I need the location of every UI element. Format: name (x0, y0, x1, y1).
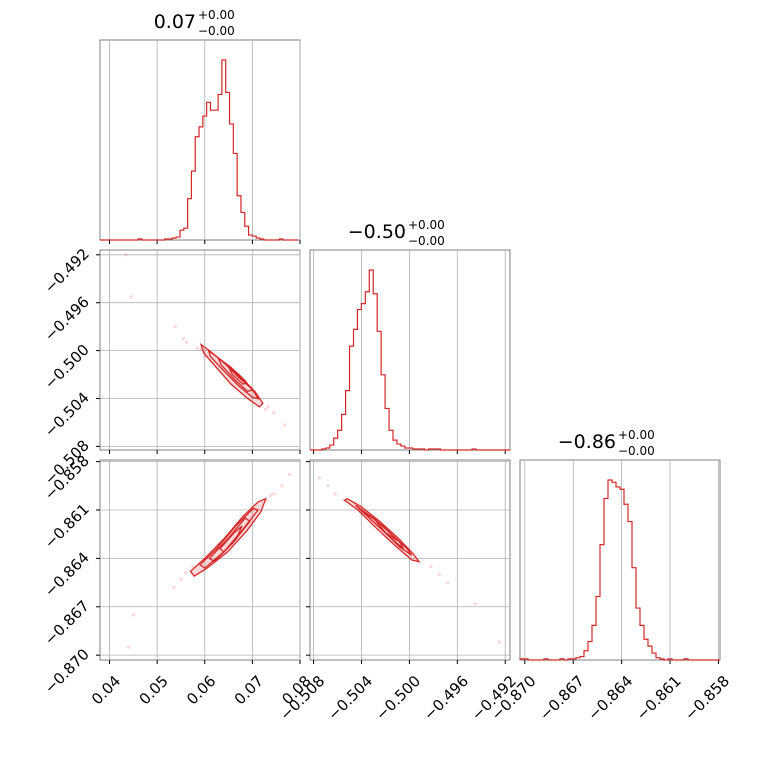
panel-frame (99, 39, 301, 241)
sample-point (184, 571, 188, 575)
x-tick-label: 0.05 (136, 672, 172, 708)
histogram-panel-0 (99, 39, 301, 244)
density-contour (372, 517, 398, 542)
histogram-step-line (519, 479, 720, 661)
param-title-upper-error: +0.00 (618, 428, 655, 442)
param-title-value: −0.50 (348, 221, 406, 243)
panel-frame (99, 249, 301, 451)
density-contour (227, 364, 248, 385)
sample-point (341, 498, 346, 502)
sample-point (446, 580, 450, 585)
sample-point (131, 613, 135, 617)
sample-point (191, 564, 195, 569)
y-tick-label: −0.861 (41, 500, 93, 552)
sample-point (437, 572, 441, 577)
density-contour (189, 497, 267, 577)
sample-point (268, 493, 273, 498)
sample-point (266, 405, 270, 409)
param-title-value: 0.07 (154, 11, 196, 33)
x-tick-label: 0.07 (231, 672, 267, 708)
sample-point (326, 484, 330, 488)
histogram-panel-2: −0.870−0.867−0.864−0.861−0.858 (488, 459, 733, 724)
sample-point (287, 472, 292, 477)
param-title-value: −0.86 (558, 431, 616, 453)
x-tick-label: −0.500 (372, 672, 424, 724)
x-tick-label: −0.864 (584, 672, 636, 724)
x-tick-label: −0.867 (536, 672, 588, 724)
x-tick-label: 0.04 (88, 672, 124, 708)
sample-point (173, 325, 177, 329)
sample-point (126, 645, 131, 649)
density-contour (219, 525, 243, 553)
sample-point (429, 564, 433, 569)
scatter-panel-2-1: −0.508−0.504−0.500−0.496−0.492 (276, 459, 520, 724)
panel-frame (309, 459, 511, 661)
sample-point (264, 407, 268, 411)
sample-point (317, 476, 322, 480)
param-title-lower-error: −0.00 (198, 24, 235, 38)
histogram-step-line (310, 269, 510, 451)
x-tick-label: 0.06 (183, 672, 219, 708)
y-tick-label: −0.864 (41, 548, 93, 600)
sample-point (129, 295, 133, 299)
sample-point (333, 492, 337, 496)
histogram-step-line (100, 59, 299, 241)
panel-frame (519, 459, 721, 661)
sample-point (272, 492, 276, 496)
param-title-upper-error: +0.00 (408, 218, 445, 232)
sample-point (179, 577, 183, 581)
param-title-lower-error: −0.00 (618, 444, 655, 458)
sample-point (124, 253, 128, 257)
sample-point (181, 337, 185, 341)
param-title-lower-error: −0.00 (408, 234, 445, 248)
x-tick-label: −0.861 (633, 672, 685, 724)
sample-point (272, 411, 276, 415)
y-tick-label: −0.500 (41, 341, 93, 393)
panel-frame (309, 249, 511, 451)
x-tick-label: −0.858 (681, 672, 733, 724)
y-tick-label: −0.496 (41, 293, 93, 345)
x-tick-label: −0.496 (420, 672, 472, 724)
sample-point (473, 601, 477, 606)
y-tick-label: −0.870 (41, 645, 93, 697)
density-contour (198, 507, 260, 569)
sample-point (195, 346, 199, 350)
density-contour (343, 497, 421, 563)
x-tick-label: −0.504 (324, 672, 376, 724)
y-tick-label: −0.492 (41, 245, 93, 297)
histogram-panel-1 (309, 249, 511, 454)
density-contour (208, 517, 251, 563)
sample-point (497, 640, 501, 644)
sample-point (172, 585, 176, 590)
sample-point (280, 484, 284, 488)
panel-frame (99, 459, 301, 661)
param-title-upper-error: +0.00 (198, 8, 235, 22)
y-tick-label: −0.867 (41, 597, 93, 649)
sample-point (185, 340, 189, 344)
scatter-panel-2-0: 0.04 0.05 0.06 0.07 0.08−0.870−0.867−0.864−0… (41, 452, 315, 709)
sample-point (283, 423, 287, 427)
y-tick-label: −0.504 (41, 389, 93, 441)
